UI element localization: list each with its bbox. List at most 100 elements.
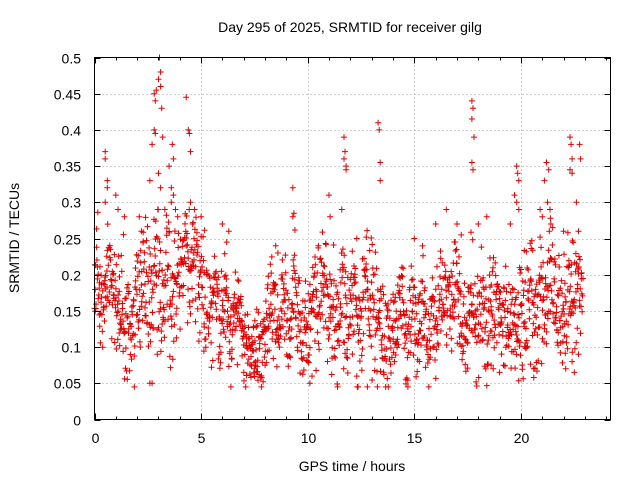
data-point (443, 342, 450, 348)
data-point (311, 338, 318, 344)
data-point (426, 316, 433, 323)
data-point (135, 325, 142, 332)
data-point (262, 362, 269, 369)
data-point (317, 256, 323, 263)
data-point (251, 373, 258, 380)
data-point (390, 299, 397, 306)
data-point (326, 192, 332, 199)
data-point (426, 337, 433, 344)
data-point (378, 341, 385, 348)
data-point (507, 289, 514, 296)
data-point (334, 383, 341, 390)
data-point (543, 328, 550, 335)
data-point (512, 365, 519, 372)
data-point (569, 237, 576, 244)
y-tick-label: 0.3 (62, 195, 82, 211)
data-point (104, 184, 111, 191)
data-point (357, 337, 364, 344)
data-point (511, 192, 518, 199)
data-point (233, 305, 240, 312)
data-point (288, 326, 295, 333)
data-point (534, 368, 540, 375)
y-tick-label: 0.15 (54, 304, 81, 320)
data-point (141, 258, 148, 265)
data-point (148, 294, 155, 301)
data-point (541, 177, 548, 184)
data-point (492, 259, 499, 266)
data-point (266, 305, 273, 312)
data-point (279, 256, 286, 263)
data-point (458, 330, 465, 337)
data-point (319, 229, 326, 236)
data-point (312, 254, 318, 260)
data-point (158, 337, 165, 344)
data-point (115, 292, 122, 298)
data-point (170, 155, 177, 162)
data-point (184, 319, 191, 326)
data-point (335, 295, 342, 302)
data-point (138, 282, 145, 288)
data-point (543, 159, 550, 166)
data-point (175, 269, 182, 276)
data-point (374, 383, 381, 390)
data-point (530, 365, 537, 372)
x-tick-label: 5 (198, 430, 206, 446)
data-point (215, 274, 222, 281)
data-point (530, 301, 537, 308)
data-point (371, 299, 378, 306)
data-point (473, 378, 480, 385)
data-point (99, 328, 106, 335)
data-point (208, 339, 215, 346)
data-point (436, 307, 443, 314)
data-point (319, 311, 326, 318)
data-point (235, 310, 242, 317)
x-tick-label: 0 (92, 430, 100, 446)
data-point (163, 212, 170, 219)
data-point (253, 324, 260, 330)
data-point (385, 301, 391, 307)
data-point (172, 206, 179, 213)
data-point (484, 341, 491, 347)
data-point (290, 256, 297, 263)
data-point (453, 246, 460, 253)
data-point (363, 261, 370, 267)
data-point (404, 354, 411, 361)
data-point (323, 241, 330, 248)
data-point (318, 259, 325, 266)
data-point (359, 346, 366, 352)
data-point (433, 315, 440, 322)
data-point (576, 297, 583, 304)
data-point (313, 294, 320, 301)
data-point (574, 325, 581, 332)
data-point (307, 326, 314, 333)
data-point (213, 306, 220, 313)
data-point (473, 383, 480, 389)
data-point (390, 291, 397, 298)
data-point (241, 322, 248, 329)
data-point (418, 342, 424, 349)
data-point (147, 278, 154, 284)
data-point (94, 275, 101, 282)
data-point (493, 296, 500, 303)
data-point (496, 331, 503, 338)
data-point (193, 229, 200, 236)
data-point (502, 297, 509, 304)
data-point (234, 361, 241, 368)
data-point (238, 317, 245, 324)
data-point (547, 215, 554, 222)
data-point (364, 278, 371, 285)
data-point (132, 331, 139, 338)
data-point (92, 286, 99, 293)
data-point (118, 252, 125, 259)
data-point (488, 362, 495, 369)
data-point (498, 351, 505, 358)
data-point (297, 370, 304, 377)
data-point (380, 291, 387, 298)
data-point (286, 353, 293, 360)
data-point (553, 309, 560, 316)
data-point (179, 237, 186, 244)
data-point (176, 289, 183, 296)
data-point (559, 290, 565, 297)
data-point (260, 378, 267, 385)
data-point (501, 285, 508, 292)
